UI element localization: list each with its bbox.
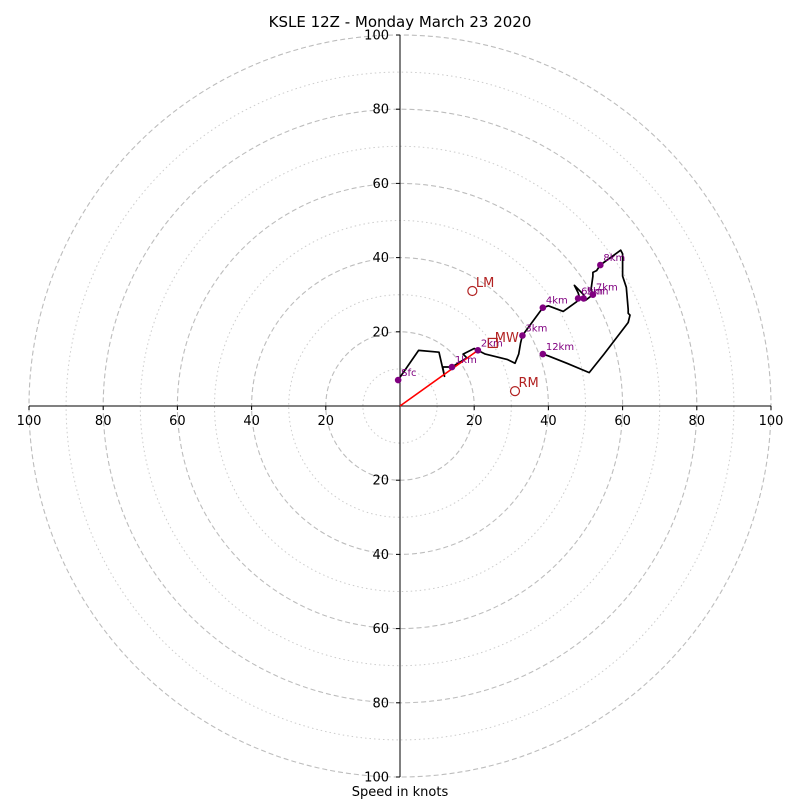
height-marker-dot (474, 347, 482, 354)
wind-profile (397, 249, 631, 407)
shear-vector (399, 349, 479, 407)
mean-wind-label: MW (495, 331, 519, 346)
x-axis-label: Speed in knots (352, 785, 449, 800)
height-marker-dot (539, 304, 547, 311)
x-tick-label: 100 (17, 414, 42, 429)
height-marker-label: 5km (587, 286, 609, 297)
height-marker-dot (519, 332, 526, 339)
x-tick-label: 60 (169, 414, 186, 429)
height-marker-dot (589, 291, 597, 299)
hodograph-trace (397, 249, 631, 381)
x-tick-label: 60 (614, 414, 631, 429)
y-tick-label: 40 (372, 251, 389, 266)
x-tick-label: 20 (318, 414, 335, 429)
chart-title: KSLE 12Z - Monday March 23 2020 (269, 13, 532, 31)
storm-motions: LM RM MW (467, 276, 539, 397)
height-marker-label: 3km (525, 324, 547, 335)
x-tick-label: 20 (466, 414, 483, 429)
height-marker-label: 1km (455, 355, 477, 366)
height-marker-dot (574, 295, 582, 302)
height-marker-dot (580, 295, 587, 302)
x-tick-label: 40 (243, 414, 260, 429)
height-marker-dot (597, 261, 604, 269)
storm-motion-marker (509, 386, 521, 397)
height-marker-label: Sfc (401, 368, 416, 379)
x-tick-label: 80 (689, 414, 706, 429)
height-marker-label: 4km (546, 296, 568, 307)
y-tick-label: 100 (364, 29, 389, 44)
y-tick-label: 100 (364, 771, 389, 786)
y-tick-label: 40 (372, 548, 389, 563)
y-tick-label: 60 (372, 177, 389, 192)
storm-motion-marker (467, 285, 478, 297)
y-tick-label: 80 (372, 103, 389, 118)
storm-motion-label: RM (519, 376, 539, 391)
y-tick-label: 80 (372, 696, 389, 711)
height-marker-label: 8km (603, 253, 625, 264)
height-marker-dot (448, 363, 456, 371)
tick-labels: 100 80 60 40 20 20 40 60 80 100 100 80 60 40 20 20 40 60 8… (17, 29, 784, 786)
y-tick-label: 20 (372, 325, 389, 340)
height-marker-label: 12km (546, 342, 574, 353)
height-markers: Sfc1km2km3km4km6km5km7km8km12km (394, 253, 625, 384)
mean-wind-marker (487, 337, 498, 349)
x-tick-label: 100 (759, 414, 784, 429)
y-tick-label: 60 (372, 622, 389, 637)
height-marker-dot (539, 350, 547, 358)
y-tick-label: 20 (372, 474, 389, 489)
height-marker-dot (394, 376, 402, 384)
x-tick-label: 80 (95, 414, 112, 429)
storm-motion-label: LM (476, 276, 494, 291)
height-marker-label: 7km (596, 283, 618, 294)
x-tick-label: 40 (540, 414, 557, 429)
height-marker-label: 2km (481, 338, 503, 349)
